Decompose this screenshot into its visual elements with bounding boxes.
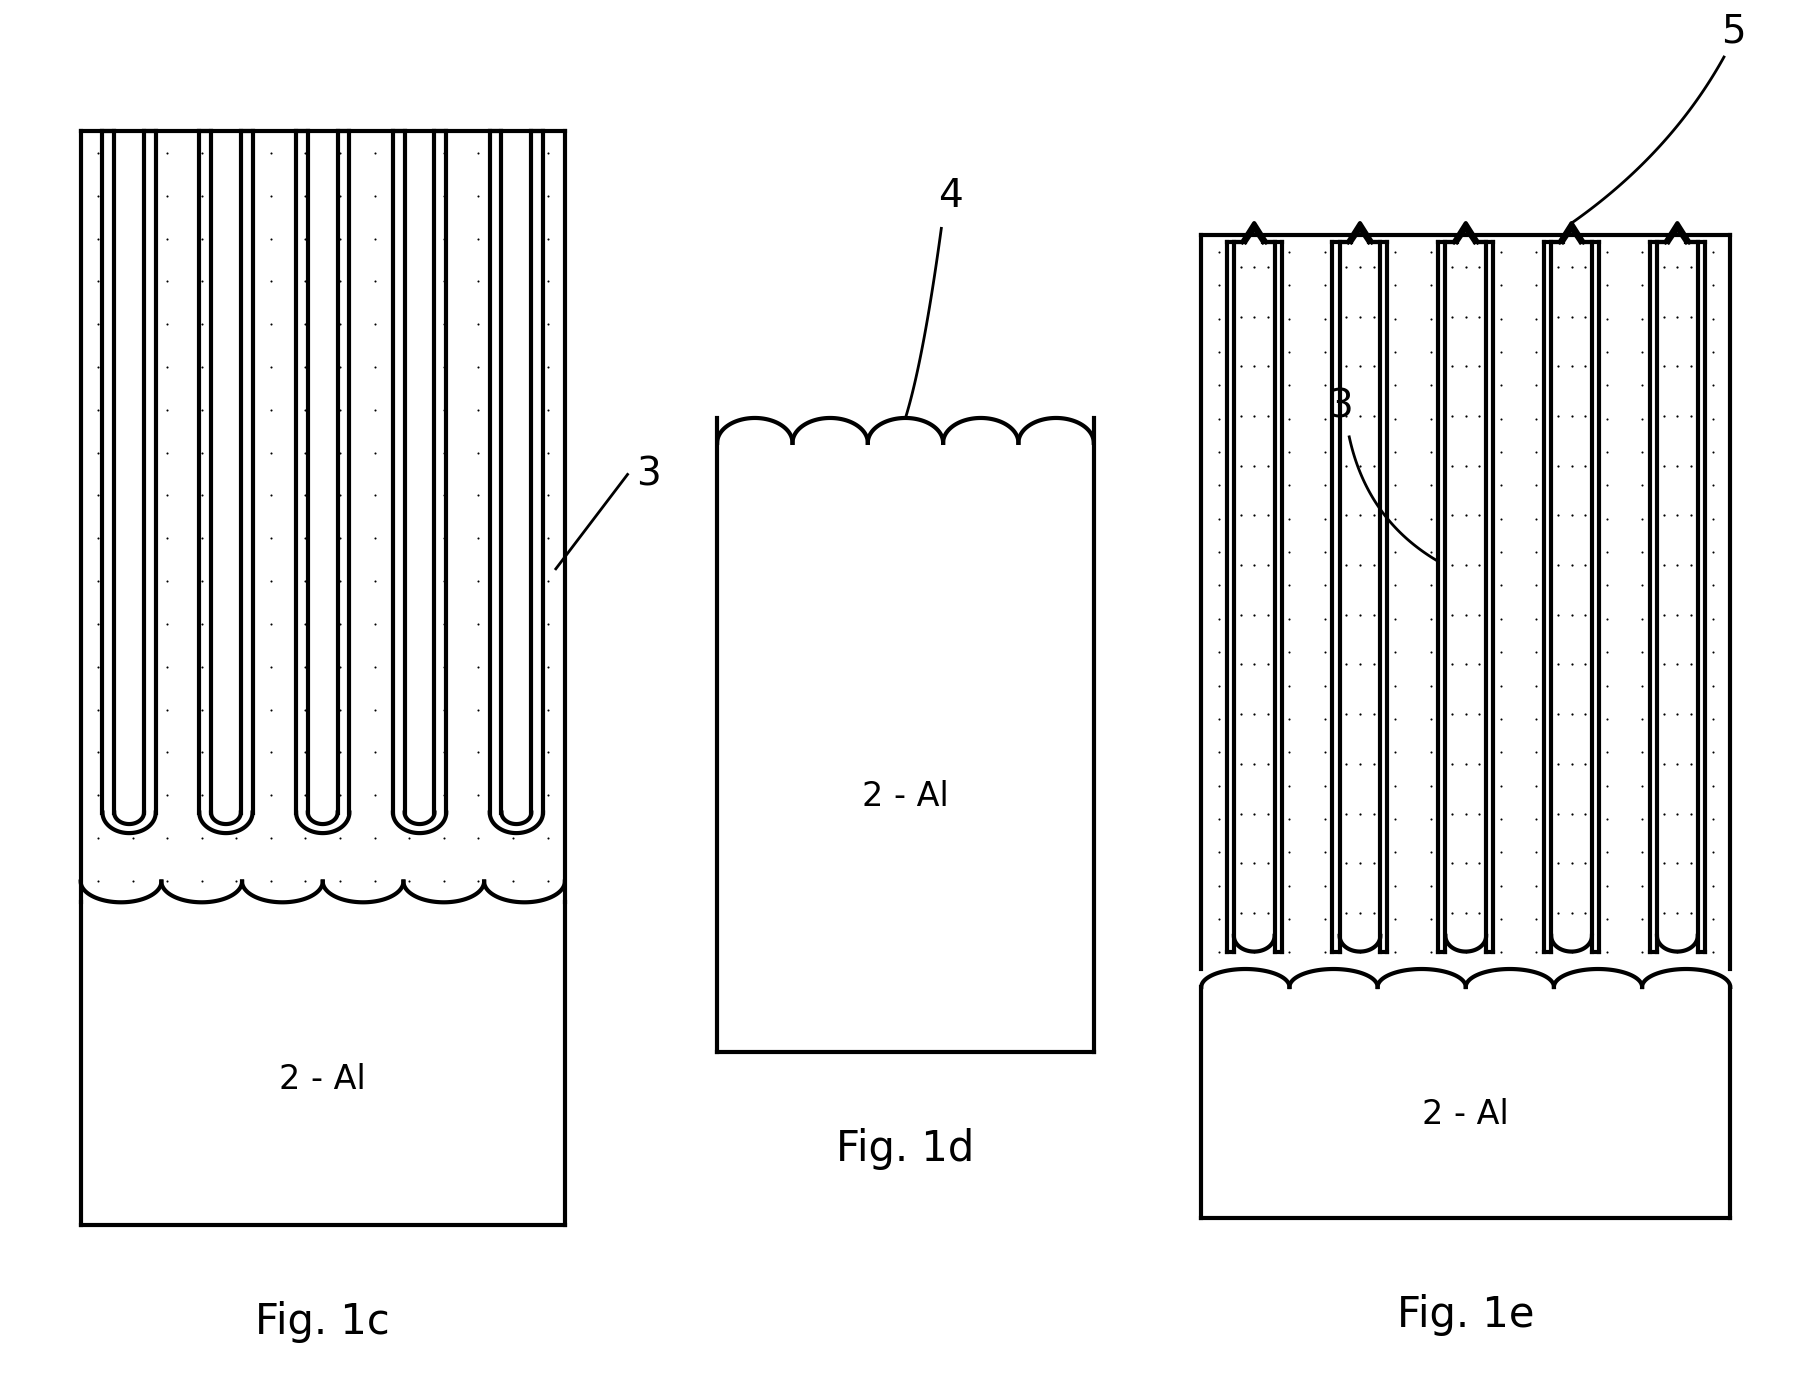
Polygon shape [199, 812, 253, 833]
Bar [1544, 242, 1599, 952]
Polygon shape [489, 812, 543, 833]
Text: 2 - Al: 2 - Al [1422, 1098, 1510, 1131]
Bar [502, 131, 531, 812]
Bar [115, 131, 143, 812]
Bar [81, 902, 565, 1225]
Bar [1339, 242, 1381, 952]
Polygon shape [102, 812, 156, 833]
Bar [212, 131, 240, 812]
Text: Fig. 1d: Fig. 1d [836, 1128, 975, 1169]
Bar [1234, 242, 1275, 952]
Text: 3: 3 [1329, 388, 1352, 426]
Bar [405, 131, 434, 812]
Text: Fig. 1c: Fig. 1c [255, 1301, 391, 1342]
Bar [1551, 242, 1592, 952]
Bar [1445, 242, 1486, 952]
Text: 2 - Al: 2 - Al [862, 779, 948, 812]
Bar [1657, 242, 1698, 952]
Bar [1438, 242, 1494, 952]
Bar [1226, 242, 1282, 952]
Text: 2 - Al: 2 - Al [280, 1063, 366, 1096]
Text: Fig. 1e: Fig. 1e [1397, 1294, 1535, 1336]
Polygon shape [296, 812, 350, 833]
Bar [1650, 242, 1705, 952]
Bar [717, 443, 1094, 1052]
Text: 4: 4 [938, 177, 963, 215]
Bar [1201, 987, 1730, 1218]
Text: 5: 5 [1721, 12, 1745, 50]
Polygon shape [393, 812, 446, 833]
Text: 3: 3 [637, 455, 662, 494]
Bar [1332, 242, 1388, 952]
Bar [308, 131, 337, 812]
